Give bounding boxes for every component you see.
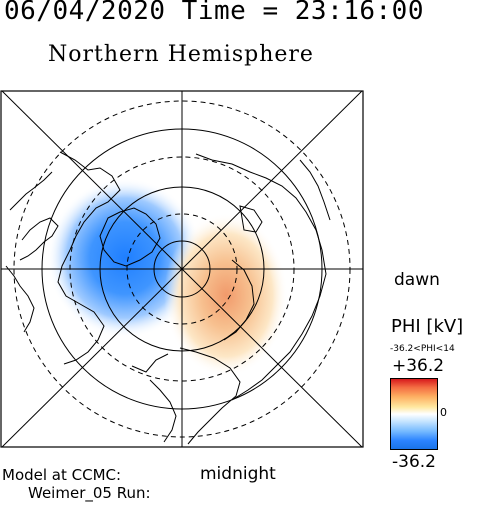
plot-title: Northern Hemisphere: [48, 42, 314, 67]
coastlines: [5, 151, 331, 445]
midnight-label: midnight: [200, 464, 276, 484]
colorbar-max-label: +36.2: [392, 356, 445, 376]
legend-title: PHI [kV]: [391, 316, 464, 337]
colorbar: [390, 378, 438, 450]
colorbar-min-label: -36.2: [392, 452, 436, 472]
negative-potential-cell: [47, 178, 203, 338]
dawn-label: dawn: [394, 270, 440, 290]
positive-potential-cell: [164, 213, 288, 377]
meridian: [1, 91, 363, 447]
polar-map-canvas: [0, 90, 364, 448]
colorbar-mid-label: 0: [440, 406, 447, 419]
date-time-header: 06/04/2020 Time = 23:16:00: [4, 0, 424, 26]
polar-map: [0, 90, 364, 448]
model-label: Model at CCMC:: [2, 466, 122, 484]
legend-range: -36.2<PHI<14: [390, 344, 455, 354]
run-label: Weimer_05 Run:: [28, 484, 151, 502]
